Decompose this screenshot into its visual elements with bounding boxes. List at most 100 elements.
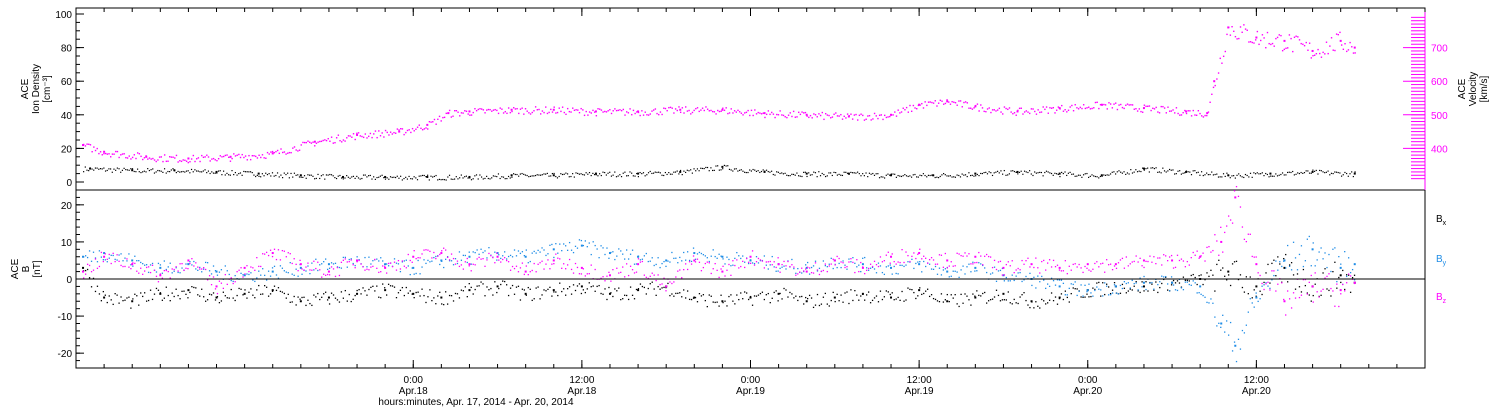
field-dot xyxy=(989,273,992,275)
field-dot xyxy=(879,256,882,258)
field-dot xyxy=(629,253,632,255)
field-dot xyxy=(1121,287,1124,290)
field-point xyxy=(1142,285,1145,288)
density-dot xyxy=(273,175,275,177)
velocity-dot xyxy=(135,157,137,160)
velocity-dot xyxy=(325,139,328,142)
field-dot xyxy=(1257,272,1259,274)
field-dot xyxy=(771,255,773,258)
density-dot xyxy=(615,176,618,178)
field-dot xyxy=(1050,277,1053,279)
density-dot xyxy=(1005,174,1007,176)
velocity-dot xyxy=(1148,105,1151,107)
density-dot xyxy=(410,178,412,180)
field-dot xyxy=(726,269,728,271)
field-dot xyxy=(1076,266,1078,268)
field-dot xyxy=(584,275,586,277)
density-dot xyxy=(534,174,537,177)
field-dot xyxy=(328,274,331,276)
field-dot xyxy=(818,267,821,269)
field-dot xyxy=(313,260,315,262)
field-dot xyxy=(466,261,468,264)
field-dot xyxy=(982,264,984,267)
field-dot xyxy=(781,266,783,268)
field-dot xyxy=(435,255,437,258)
velocity-dot xyxy=(1329,45,1331,47)
velocity-dot xyxy=(954,102,957,104)
velocity-dot xyxy=(106,153,109,155)
field-dot xyxy=(488,252,490,255)
velocity-dot xyxy=(172,156,174,158)
field-dot xyxy=(281,267,284,269)
field-dot xyxy=(1342,269,1344,272)
velocity-dot xyxy=(656,112,658,115)
field-dot xyxy=(631,269,634,271)
field-dot xyxy=(1208,275,1210,278)
field-dot xyxy=(1157,283,1159,286)
field-point xyxy=(1353,281,1356,284)
field-dot xyxy=(1161,282,1163,285)
velocity-point xyxy=(637,110,640,113)
density-dot xyxy=(1153,167,1155,170)
field-dot xyxy=(1062,270,1065,272)
field-dot xyxy=(999,260,1002,263)
field-dot xyxy=(1104,282,1106,284)
field-dot xyxy=(677,262,679,264)
field-dot xyxy=(144,264,146,266)
field-dot xyxy=(380,271,382,273)
field-dot xyxy=(244,273,246,275)
field-dot xyxy=(1127,282,1129,284)
field-dot xyxy=(88,277,91,279)
velocity-dot xyxy=(948,101,950,103)
field-dot xyxy=(840,261,842,263)
velocity-dot xyxy=(344,140,346,142)
field-dot xyxy=(250,288,252,290)
velocity-dot xyxy=(1226,33,1228,36)
field-dot xyxy=(224,295,226,297)
velocity-dot xyxy=(531,111,533,114)
field-dot xyxy=(254,269,256,271)
velocity-dot xyxy=(944,102,947,105)
field-dot xyxy=(1161,275,1163,277)
velocity-dot xyxy=(711,110,714,113)
field-dot xyxy=(1306,292,1308,294)
density-dot xyxy=(612,174,614,176)
field-dot xyxy=(568,258,571,261)
density-dot xyxy=(907,175,909,178)
field-dot xyxy=(730,265,732,267)
velocity-dot xyxy=(745,111,748,114)
field-dot xyxy=(549,244,551,246)
density-dot xyxy=(459,177,461,179)
field-dot xyxy=(348,260,350,263)
field-dot xyxy=(1298,253,1301,256)
field-point xyxy=(299,263,302,266)
density-dot xyxy=(131,168,134,170)
field-dot xyxy=(1326,275,1328,278)
field-dot xyxy=(1096,286,1098,288)
field-dot xyxy=(427,249,429,251)
velocity-dot xyxy=(1206,114,1208,117)
field-dot xyxy=(1056,279,1059,281)
field-dot xyxy=(974,270,976,272)
field-dot xyxy=(810,266,813,269)
field-dot xyxy=(694,261,697,263)
field-dot xyxy=(1279,261,1281,263)
field-dot xyxy=(718,253,720,255)
field-dot xyxy=(220,269,223,271)
field-point xyxy=(103,296,106,299)
field-dot xyxy=(1060,279,1063,281)
density-dot xyxy=(1023,170,1026,172)
field-dot xyxy=(785,265,787,267)
velocity-dot xyxy=(300,144,302,146)
density-dot xyxy=(722,168,724,170)
velocity-dot xyxy=(1177,112,1179,115)
density-point xyxy=(215,170,218,173)
field-dot xyxy=(1031,263,1033,265)
field-dot xyxy=(980,295,982,297)
density-dot xyxy=(244,171,247,173)
field-point xyxy=(440,259,443,262)
field-dot xyxy=(537,249,539,252)
field-dot xyxy=(812,306,815,309)
velocity-dot xyxy=(239,156,242,159)
density-dot xyxy=(772,173,774,176)
